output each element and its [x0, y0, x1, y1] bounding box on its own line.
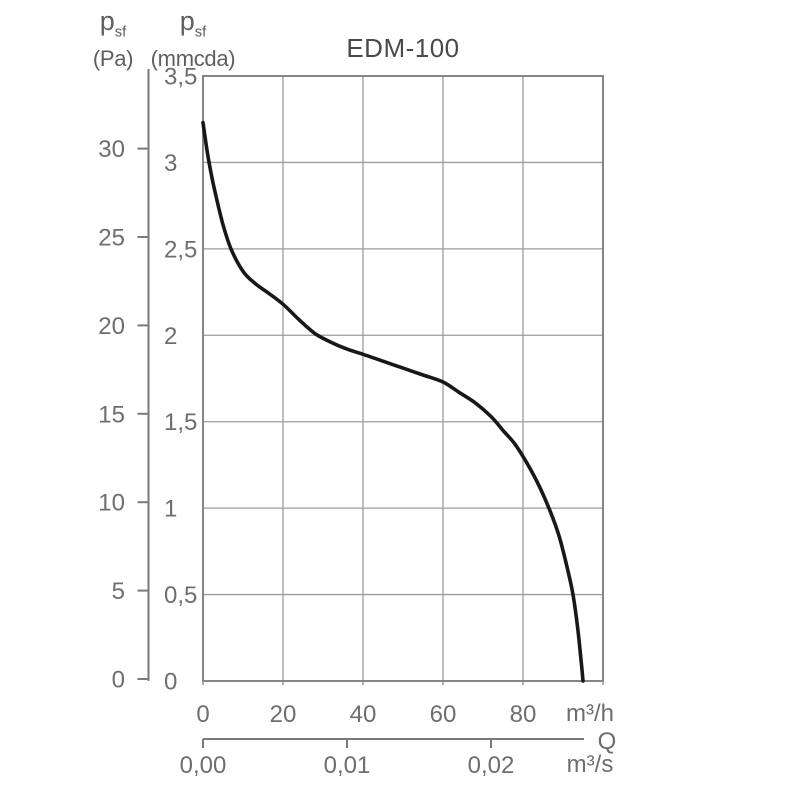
mmcda-tick-label: 1,5 [164, 409, 197, 436]
x-m3h-tick-label: 0 [196, 701, 209, 728]
plot-frame [202, 75, 604, 682]
pa-axis-unit: (Pa) [92, 46, 134, 72]
mmcda-tick-label: 2 [164, 323, 177, 350]
mmcda-tick-label: 0 [164, 669, 177, 696]
mmcda-tick-label: 2,5 [164, 236, 197, 263]
pa-tick-label: 20 [98, 313, 125, 340]
mmcda-tick-label: 0,5 [164, 582, 197, 609]
pa-tick-label: 15 [98, 401, 125, 428]
mmcda-axis-unit: (mmcda) [150, 46, 236, 72]
x-m3h-tick-label: 80 [510, 701, 537, 728]
mmcda-axis-symbol-subscript: sf [194, 24, 207, 41]
pa-axis-header: psf (Pa) [86, 6, 140, 70]
mmcda-tick-label: 3,5 [164, 64, 197, 91]
x-axis-unit-m3s: m³/s [566, 751, 614, 778]
pressure-curve [201, 120, 585, 683]
x-m3s-tick-label: 0,02 [468, 752, 515, 779]
pa-tick-label: 0 [112, 667, 125, 694]
x-m3h-tick-label: 20 [270, 701, 297, 728]
pa-tick-label: 10 [98, 490, 125, 517]
x-axis-quantity-label: Q [597, 728, 617, 755]
mmcda-tick-label: 3 [164, 150, 177, 177]
x-m3s-tick-label: 0,00 [180, 752, 227, 779]
pa-tick-label: 30 [98, 136, 125, 163]
mmcda-axis-header: psf (mmcda) [140, 6, 246, 70]
x-m3h-tick-label: 40 [350, 701, 377, 728]
pa-axis-symbol-subscript: sf [114, 24, 127, 41]
pa-tick-label: 25 [98, 225, 125, 252]
x-axis-unit-m3h: m³/h [566, 700, 614, 727]
x-m3h-tick-label: 60 [430, 701, 457, 728]
chart-title: EDM-100 [346, 33, 460, 63]
mmcda-axis-symbol: psf [179, 6, 207, 41]
x-m3s-tick-label: 0,01 [324, 752, 371, 779]
pa-tick-label: 5 [112, 578, 125, 605]
mmcda-tick-label: 1 [164, 496, 177, 523]
pa-axis-symbol: psf [99, 6, 127, 41]
